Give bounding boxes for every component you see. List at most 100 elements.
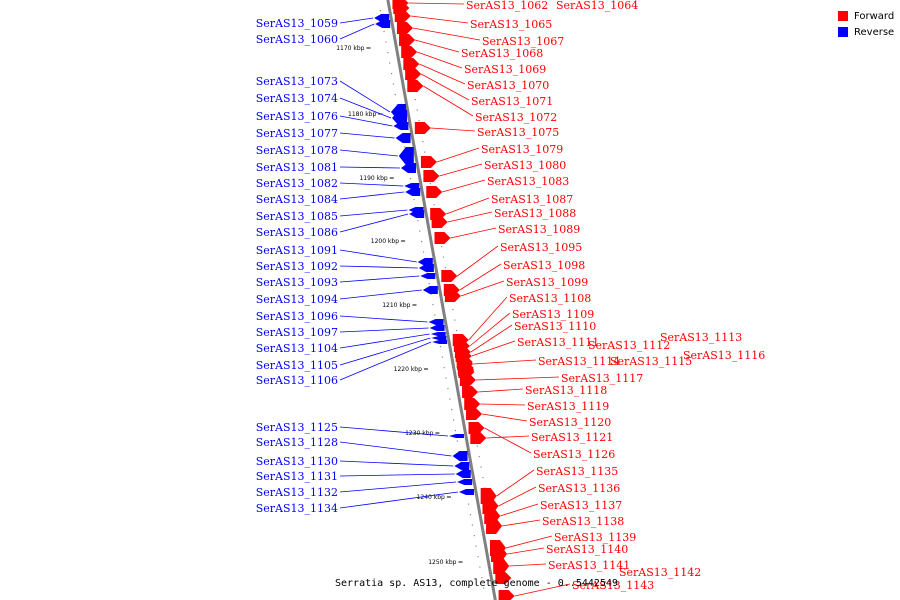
forward-gene-label: SerAS13_1071 (471, 95, 553, 108)
reverse-gene-leader (339, 17, 374, 24)
position-dot (447, 388, 449, 390)
forward-gene-arrow (414, 122, 431, 134)
reverse-gene-arrow (430, 332, 446, 336)
position-dot (444, 267, 446, 269)
position-dot (454, 319, 456, 321)
forward-gene-arrow (401, 46, 418, 58)
forward-gene-leader (414, 39, 460, 53)
forward-gene-arrow (405, 68, 422, 80)
position-dot (417, 220, 419, 222)
reverse-gene-arrow (405, 188, 421, 196)
position-dot (451, 409, 453, 411)
forward-gene-label: SerAS13_1068 (461, 47, 543, 60)
forward-gene-label: SerAS13_1120 (529, 416, 611, 429)
position-dot (441, 246, 443, 248)
position-dot (477, 556, 479, 558)
reverse-gene-label: SerAS13_1131 (256, 470, 338, 483)
reverse-gene-label: SerAS13_1060 (256, 33, 338, 46)
reverse-gene-label: SerAS13_1125 (256, 421, 338, 434)
forward-gene-label: SerAS13_1067 (482, 35, 564, 48)
reverse-gene-leader (339, 481, 457, 493)
scale-tick-label: 1240 kbp (417, 494, 445, 501)
scale-tick-label: 1220 kbp (394, 366, 422, 373)
forward-gene-label: SerAS13_1138 (542, 515, 624, 528)
position-dot (469, 514, 472, 516)
forward-gene-leader (419, 63, 466, 85)
position-dot (422, 141, 424, 143)
position-dot (383, 31, 385, 33)
reverse-gene-label: SerAS13_1092 (256, 260, 338, 273)
forward-gene-leader (468, 296, 508, 341)
scale-tick-label: 1200 kbp (371, 238, 399, 245)
reverse-gene-label: SerAS13_1077 (256, 127, 338, 140)
scale-tick-label: 1180 kbp (348, 111, 376, 118)
reverse-gene-arrow (429, 325, 445, 331)
forward-gene-arrow (444, 290, 461, 302)
forward-gene-label: SerAS13_1099 (506, 276, 588, 289)
forward-gene-leader (470, 324, 513, 353)
position-dot (419, 230, 421, 232)
reverse-gene-label: SerAS13_1073 (256, 75, 338, 88)
legend-item-forward: Forward (838, 8, 894, 24)
position-dot (432, 304, 434, 306)
forward-swatch (838, 11, 848, 21)
position-dot (452, 309, 454, 311)
forward-gene-label: SerAS13_1136 (538, 482, 620, 495)
position-dot (478, 456, 480, 458)
forward-gene-leader (430, 127, 476, 132)
forward-gene-label: SerAS13_1117 (561, 372, 643, 385)
scale-tick-label: 1250 kbp (428, 559, 456, 566)
position-dot (422, 251, 425, 253)
scale-tick-label: 1190 kbp (359, 175, 387, 182)
forward-gene-arrow (493, 558, 510, 574)
position-dot (389, 62, 391, 64)
forward-gene-label: SerAS13_1065 (470, 18, 552, 31)
reverse-gene-label: SerAS13_1128 (256, 436, 338, 449)
forward-gene-label: SerAS13_1126 (533, 448, 615, 461)
position-dot (418, 120, 420, 122)
forward-gene-label: SerAS13_1109 (512, 308, 594, 321)
position-dot (379, 10, 381, 12)
reverse-gene-arrow (422, 286, 438, 294)
reverse-gene-label: SerAS13_1104 (256, 342, 338, 355)
genome-caption: Serratia sp. AS13, complete genome - 0..… (335, 578, 618, 589)
reverse-gene-leader (339, 166, 400, 169)
scale-tick-label: 1210 kbp (382, 302, 410, 309)
reverse-gene-label: SerAS13_1085 (256, 210, 338, 223)
forward-gene-leader (498, 486, 537, 507)
legend-label-reverse: Reverse (854, 26, 895, 38)
forward-gene-leader (469, 312, 511, 347)
forward-gene-label: SerAS13_1095 (500, 241, 582, 254)
position-dot (449, 398, 451, 400)
reverse-gene-arrow (431, 336, 447, 340)
position-dot (387, 52, 389, 54)
reverse-gene-leader (339, 191, 405, 200)
position-dot (475, 545, 477, 547)
position-dot (468, 503, 470, 505)
forward-gene-arrow (486, 518, 503, 534)
forward-gene-arrow (403, 58, 420, 70)
reverse-gene-label: SerAS13_1059 (256, 17, 338, 30)
reverse-gene-leader (339, 249, 417, 263)
reverse-gene-label: SerAS13_1086 (256, 226, 338, 239)
reverse-gene-label: SerAS13_1078 (256, 144, 338, 157)
forward-gene-arrow (498, 590, 515, 600)
position-dot (409, 178, 411, 180)
forward-gene-leader (410, 15, 469, 24)
genome-backbone (386, 0, 497, 600)
forward-gene-arrow (396, 22, 413, 34)
forward-gene-leader (420, 73, 470, 101)
forward-gene-label: SerAS13_1075 (477, 126, 559, 139)
reverse-gene-label: SerAS13_1132 (256, 486, 338, 499)
forward-gene-label: SerAS13_1119 (527, 400, 609, 413)
reverse-gene-leader (339, 80, 391, 113)
reverse-gene-arrow (420, 273, 436, 279)
forward-gene-leader (436, 147, 480, 163)
forward-gene-arrow (434, 232, 451, 244)
forward-gene-label: SerAS13_1070 (467, 79, 549, 92)
reverse-gene-label: SerAS13_1074 (256, 92, 338, 105)
position-dot (434, 314, 436, 316)
reverse-gene-leader (339, 132, 395, 139)
forward-gene-leader (480, 403, 526, 406)
